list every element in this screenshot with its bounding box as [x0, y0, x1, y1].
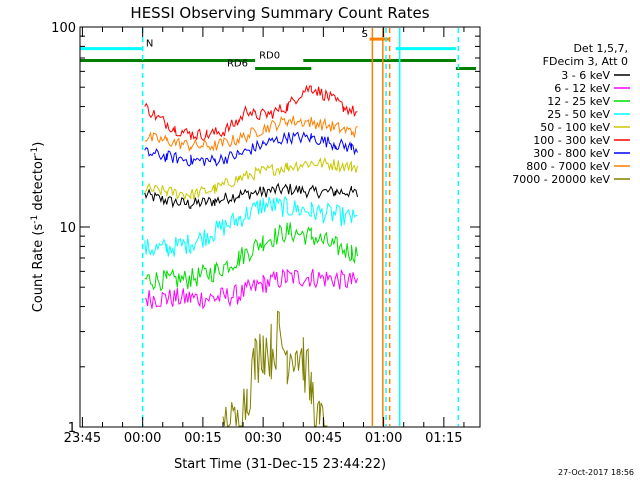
x-tick-label: 23:45 — [64, 431, 101, 446]
legend-label-50-100-kev: 50 - 100 keV — [540, 121, 610, 134]
series-line-300-800-kev — [145, 132, 392, 167]
y-axis-label-exp-2: -1 — [30, 147, 40, 156]
x-tick-label: 01:15 — [425, 431, 462, 446]
legend-label-25-50-kev: 25 - 50 keV — [547, 108, 610, 121]
x-tick-label: 00:30 — [244, 431, 281, 446]
series-line-800-7000-kev — [145, 116, 392, 155]
event-vertical-lines — [141, 28, 460, 426]
state-bar-label-rd6: RD6 — [227, 59, 248, 70]
generation-timestamp: 27-Oct-2017 18:56 — [558, 468, 634, 477]
legend-label-6-12-kev: 6 - 12 keV — [554, 82, 610, 95]
data-series — [145, 86, 392, 427]
y-tick-label: 10 — [59, 221, 76, 236]
y-axis-label-end: ) — [31, 142, 46, 147]
y-axis-label: Count Rate (s-1 detector-1) — [30, 142, 46, 313]
y-tick-label: 1 — [68, 421, 76, 436]
x-axis-ticks: 23:45 00:00 00:15 00:30 00:45 01:00 01:15 — [64, 27, 465, 446]
series-line-50-100-kev — [145, 158, 392, 199]
legend-label-100-300-kev: 100 - 300 keV — [533, 134, 610, 147]
x-axis-label: Start Time (31-Dec-15 23:44:22) — [174, 457, 386, 472]
y-axis-label-mid: detector — [31, 155, 46, 215]
y-axis-ticks: 1 10 100 — [51, 21, 480, 436]
legend-header-line-2: FDecim 3, Att 0 — [543, 55, 628, 68]
x-tick-label: 00:00 — [124, 431, 161, 446]
legend-label-300-800-kev: 300 - 800 keV — [533, 147, 610, 160]
series-line-25-50-kev — [145, 197, 392, 257]
legend-header-line-1: Det 1,5,7, — [573, 42, 628, 55]
instrument-state-bars: N S RD0 RD6 — [80, 29, 476, 71]
x-tick-label: 01:00 — [365, 431, 402, 446]
legend-label-7000-20000-kev: 7000 - 20000 keV — [512, 173, 610, 186]
x-tick-label: 00:45 — [305, 431, 342, 446]
series-line-100-300-kev — [145, 86, 392, 140]
series-line-7000-20000-kev — [222, 310, 328, 427]
legend-label-12-25-kev: 12 - 25 keV — [547, 95, 610, 108]
state-bar-label-s: S — [362, 29, 368, 40]
x-tick-label: 00:15 — [184, 431, 221, 446]
y-tick-label: 100 — [51, 21, 76, 36]
state-bar-label-n: N — [146, 39, 153, 50]
legend-label-3-6-kev: 3 - 6 keV — [561, 69, 610, 82]
y-axis-label-main: Count Rate (s — [31, 224, 46, 313]
legend-label-800-7000-kev: 800 - 7000 keV — [526, 160, 610, 173]
plot-frame — [79, 26, 481, 428]
state-bar-label-rd0: RD0 — [259, 50, 280, 61]
y-axis-label-exp: -1 — [30, 215, 40, 224]
chart-title: HESSI Observing Summary Count Rates — [130, 4, 429, 22]
